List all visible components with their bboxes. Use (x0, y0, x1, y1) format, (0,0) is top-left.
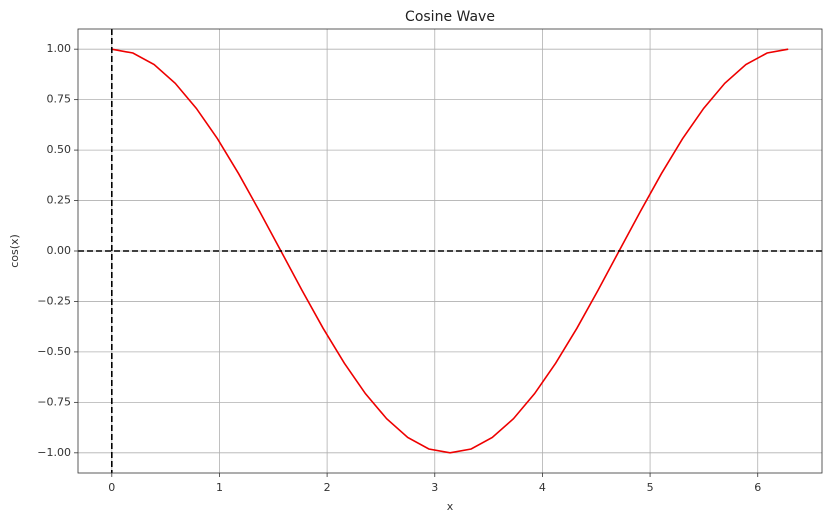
line (111, 48, 789, 454)
x-axis-label: x (447, 500, 454, 513)
y-tick-label: 0.75 (47, 93, 72, 106)
y-axis-label: cos(x) (8, 234, 21, 268)
x-tick-label: 6 (754, 481, 761, 494)
x-tick-label: 3 (431, 481, 438, 494)
y-tick-label: −1.00 (37, 446, 71, 459)
x-tick-label: 2 (324, 481, 331, 494)
plot-frame (77, 28, 823, 474)
y-tick-label: 0.25 (47, 194, 72, 207)
y-tick-label: 1.00 (47, 42, 72, 55)
y-tick-label: −0.75 (37, 395, 71, 408)
x-tick-label: 5 (647, 481, 654, 494)
x-tick-label: 1 (216, 481, 223, 494)
y-tick-label: 0.50 (47, 143, 72, 156)
x-tick-label: 0 (108, 481, 115, 494)
chart-title: Cosine Wave (405, 9, 495, 25)
x-tick-label: 4 (539, 481, 546, 494)
y-tick-label: −0.50 (37, 345, 71, 358)
y-tick-label: 0.00 (47, 244, 72, 257)
y-tick-label: −0.25 (37, 294, 71, 307)
